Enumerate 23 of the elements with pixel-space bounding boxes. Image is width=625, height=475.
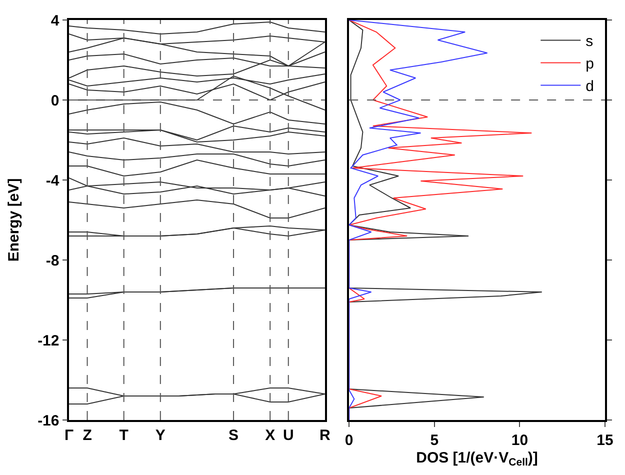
x-tick-label: 0 [344,432,354,449]
legend-label: s [586,33,594,50]
legend-label: p [586,56,594,73]
legend-label: d [586,78,594,96]
x-tick-label: 15 [596,432,614,449]
y-tick-label: 0 [50,92,60,110]
y-tick-label: -12 [38,332,60,350]
y-tick-label: -16 [38,412,60,430]
y-tick-label: 4 [50,12,60,30]
x-tick-label: Γ [64,426,74,444]
x-tick-label: T [119,426,128,444]
y-axis-title: Energy [eV] [5,178,22,262]
x-tick-label: 5 [430,432,439,449]
x-axis-title: DOS [1/(eV·V$_{Cell}$)] [416,449,538,468]
x-tick-label: 10 [511,432,528,449]
x-tick-label: Z [82,426,92,444]
y-tick-label: -4 [46,172,60,190]
x-tick-label: U [282,426,294,444]
x-tick-label: Y [155,426,166,444]
x-tick-label: R [320,426,331,444]
x-tick-label: X [265,426,276,444]
x-tick-label: S [228,426,239,444]
y-tick-label: -8 [46,252,60,270]
